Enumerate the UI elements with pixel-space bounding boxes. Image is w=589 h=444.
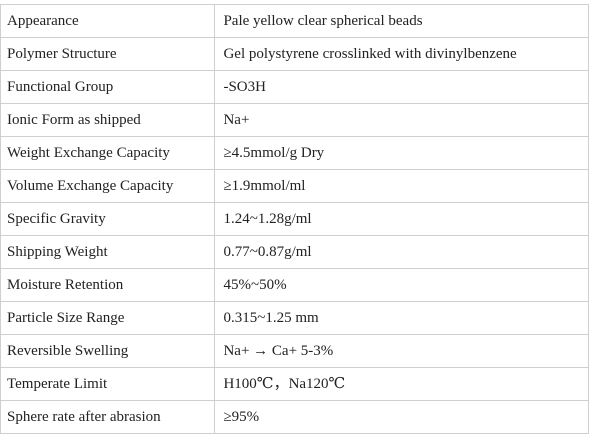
value-cell: Na+ <box>214 103 589 137</box>
property-cell: Sphere rate after abrasion <box>0 400 216 434</box>
property-cell: Volume Exchange Capacity <box>0 169 216 203</box>
value-cell: Pale yellow clear spherical beads <box>214 4 589 38</box>
table-row: Polymer Structure Gel polystyrene crossl… <box>0 37 589 71</box>
value-cell: -SO3H <box>214 70 589 104</box>
value-cell: H100℃，Na120℃ <box>214 367 589 401</box>
table-row: Temperate Limit H100℃，Na120℃ <box>0 367 589 401</box>
property-cell: Specific Gravity <box>0 202 216 236</box>
table-row: Reversible Swelling Na+ → Ca+ 5-3% <box>0 334 589 368</box>
value-cell: ≥95% <box>214 400 589 434</box>
value-cell: ≥1.9mmol/ml <box>214 169 589 203</box>
table-row: Moisture Retention 45%~50% <box>0 268 589 302</box>
property-cell: Weight Exchange Capacity <box>0 136 216 170</box>
value-cell: 1.24~1.28g/ml <box>214 202 589 236</box>
table-row: Sphere rate after abrasion ≥95% <box>0 400 589 434</box>
property-cell: Polymer Structure <box>0 37 216 71</box>
table-row: Volume Exchange Capacity ≥1.9mmol/ml <box>0 169 589 203</box>
table-row: Particle Size Range 0.315~1.25 mm <box>0 301 589 335</box>
value-cell: Gel polystyrene crosslinked with divinyl… <box>214 37 589 71</box>
table-row: Weight Exchange Capacity ≥4.5mmol/g Dry <box>0 136 589 170</box>
value-cell: 0.315~1.25 mm <box>214 301 589 335</box>
table-row: Ionic Form as shipped Na+ <box>0 103 589 137</box>
property-cell: Appearance <box>0 4 216 38</box>
property-cell: Moisture Retention <box>0 268 216 302</box>
property-cell: Shipping Weight <box>0 235 216 269</box>
value-cell: Na+ → Ca+ 5-3% <box>214 334 589 368</box>
value-cell: 45%~50% <box>214 268 589 302</box>
spec-table: Appearance Pale yellow clear spherical b… <box>0 4 589 434</box>
property-cell: Functional Group <box>0 70 216 104</box>
table-row: Specific Gravity 1.24~1.28g/ml <box>0 202 589 236</box>
property-cell: Particle Size Range <box>0 301 216 335</box>
property-cell: Temperate Limit <box>0 367 216 401</box>
table-row: Appearance Pale yellow clear spherical b… <box>0 4 589 38</box>
table-row: Shipping Weight 0.77~0.87g/ml <box>0 235 589 269</box>
value-cell: ≥4.5mmol/g Dry <box>214 136 589 170</box>
property-cell: Ionic Form as shipped <box>0 103 216 137</box>
value-cell: 0.77~0.87g/ml <box>214 235 589 269</box>
property-cell: Reversible Swelling <box>0 334 216 368</box>
table-row: Functional Group -SO3H <box>0 70 589 104</box>
